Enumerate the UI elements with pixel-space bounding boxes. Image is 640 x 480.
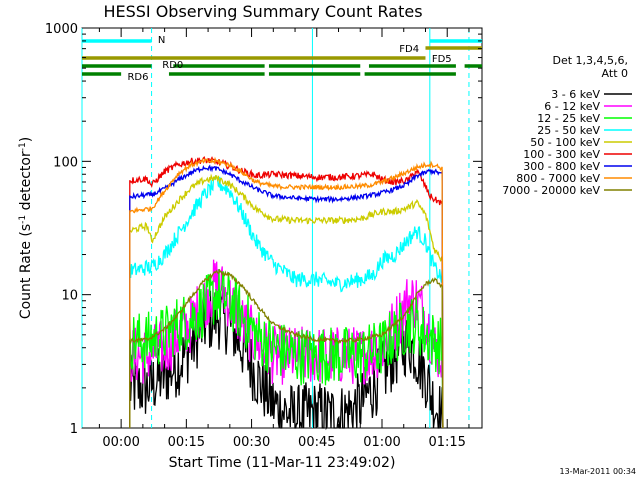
series-line-2 [129,269,444,429]
y-label-sup1: -1 [18,215,28,224]
legend-label-4: 50 - 100 keV [530,136,600,149]
x-tick-label-3: 00:45 [298,435,335,450]
series-line-5 [129,156,444,429]
y-label-sup2: -1 [18,142,28,151]
y-axis: 1 10 100 1000 [45,22,482,437]
flag-label-fd4: FD4 [399,44,419,55]
legend-label-7: 800 - 7000 keV [516,172,600,185]
x-tick-label-1: 00:15 [168,435,205,450]
flag-label-rd6: RD6 [127,72,148,83]
series-line-3 [129,175,444,429]
series-line-4 [129,173,444,429]
legend-label-1: 6 - 12 keV [544,100,600,113]
x-tick-label-4: 01:00 [363,435,400,450]
legend-label-5: 100 - 300 keV [523,148,600,161]
footer-timestamp: 13-Mar-2011 00:34 [560,467,637,476]
legend-label-2: 12 - 25 keV [537,112,600,125]
y-axis-label: Count Rate (s-1 detector-1) [18,137,34,319]
legend-label-3: 25 - 50 keV [537,124,600,137]
flag-label-n: N [158,35,165,46]
legend-label-6: 300 - 800 keV [523,160,600,173]
y-label-main: Count Rate (s [18,224,34,319]
x-tick-label-5: 01:15 [428,435,465,450]
x-axis: 00:00 00:15 00:30 00:45 01:00 01:15 [98,28,470,450]
legend-label-8: 7000 - 20000 keV [502,184,600,197]
flag-bars: N FD4 FD5 RD0 RD6 [82,35,482,83]
y-tick-label-3: 1000 [45,22,78,37]
y-tick-label-0: 1 [70,422,78,437]
legend-header-0: Det 1,3,4,5,6, [552,54,628,67]
series-line-0 [129,286,444,431]
x-tick-label-0: 00:00 [102,435,139,450]
series-line-7 [129,156,444,429]
flag-label-fd5: FD5 [432,54,452,65]
series-line-8 [129,268,444,429]
legend-label-0: 3 - 6 keV [551,88,600,101]
x-axis-label: Start Time (11-Mar-11 23:49:02) [169,455,396,471]
series-line-6 [129,164,444,429]
y-label-mid: detector [18,151,34,215]
y-tick-label-2: 100 [53,155,78,170]
legend-header-1: Att 0 [602,67,628,80]
series-lines [129,156,444,431]
y-label-end: ) [18,137,34,142]
chart-title: HESSI Observing Summary Count Rates [103,2,422,21]
flag-label-rd0: RD0 [162,60,183,71]
y-tick-label-1: 10 [61,289,78,304]
x-tick-label-2: 00:30 [233,435,270,450]
